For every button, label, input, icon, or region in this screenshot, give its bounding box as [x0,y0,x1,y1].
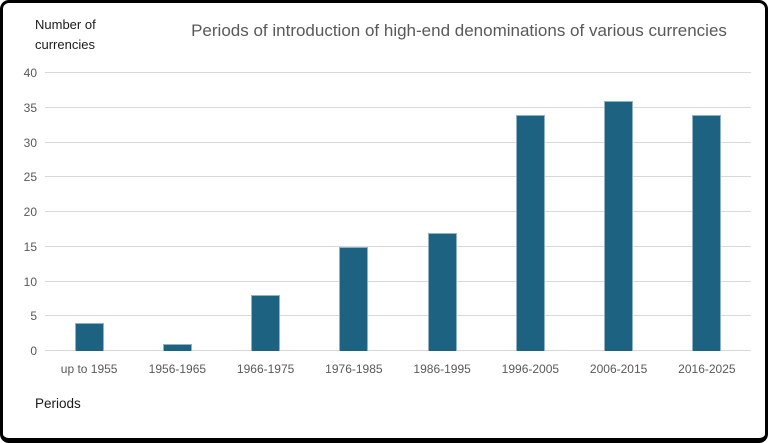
x-tick-label: 2006-2015 [589,362,648,376]
x-axis-title: Periods [35,396,81,411]
x-tick-label: 1966-1975 [236,362,295,376]
gridline [45,72,751,73]
bar-1986-1995 [427,232,457,351]
bar-series [45,73,751,351]
bar-up-to-1955 [74,323,104,351]
bar-2006-2015 [604,100,634,351]
gridline [45,245,751,247]
bar-1956-1965 [162,344,192,351]
bar-slot [133,73,221,351]
bar-slot [222,73,310,351]
bar-slot [398,73,486,351]
gridline [45,176,751,178]
bar-slot [663,73,751,351]
bar-2016-2025 [692,114,722,351]
x-tick-label: up to 1955 [60,362,118,376]
bar-slot [310,73,398,351]
x-tick-label: 2016-2025 [678,362,736,376]
bar-1996-2005 [515,114,545,351]
y-tick-label: 20 [23,205,37,219]
x-tick-label: 1956-1965 [148,362,207,376]
x-axis-tick-labels: up to 1955 1956-1965 1966-1975 1976-1985 198… [45,362,751,376]
y-tick-label: 0 [30,344,37,358]
bar-1966-1975 [251,295,281,351]
y-tick-label: 10 [23,274,37,289]
bar-1976-1985 [339,246,369,351]
gridline [45,350,751,351]
bar-slot [486,73,574,351]
plot-area [45,72,751,351]
x-tick-label: 1986-1995 [413,362,471,376]
gridline [45,106,751,108]
gridline [45,141,751,143]
y-tick-label: 35 [23,100,37,115]
y-tick-label: 5 [30,309,37,324]
gridline [45,280,751,282]
y-tick-label: 40 [23,66,37,80]
y-axis-tick-labels: 0 5 10 15 20 25 30 35 40 [3,66,37,358]
gridline [45,315,751,317]
y-axis-title: Number of currencies [35,17,96,53]
x-tick-label: 1996-2005 [501,362,560,376]
gridline [45,211,751,212]
x-tick-label: 1976-1985 [325,362,383,376]
bar-slot [575,73,663,351]
y-tick-label: 15 [23,239,37,254]
bar-slot [45,73,133,351]
y-tick-label: 25 [23,170,37,185]
y-tick-label: 30 [23,135,37,150]
chart-title: Periods of introduction of high-end deno… [191,21,727,40]
